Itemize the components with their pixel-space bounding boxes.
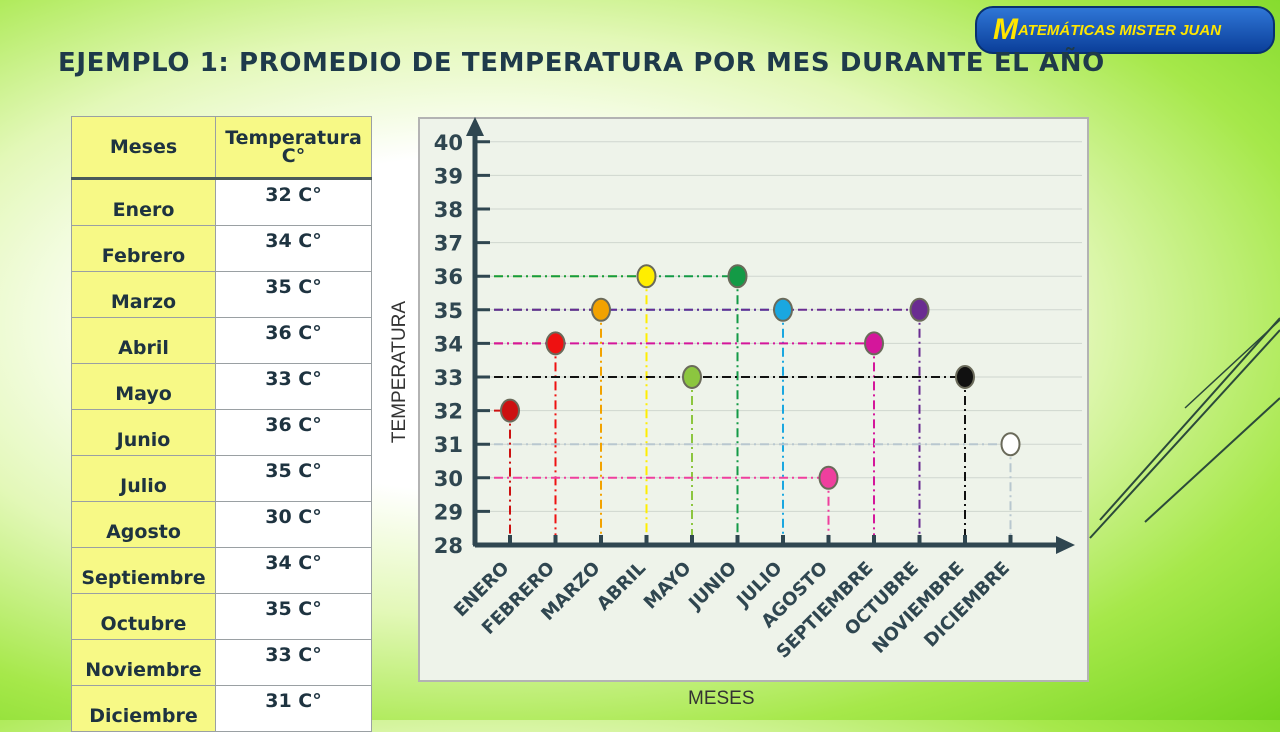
month-cell: Marzo [71,271,216,318]
table-row: Noviembre 33 C° [71,639,372,686]
data-point [682,365,702,389]
y-tick-label: 33 [434,366,463,390]
y-tick-label: 35 [434,299,463,323]
data-point [1000,432,1021,457]
y-tick-label: 38 [434,198,463,222]
logo-mark: M [993,13,1018,46]
month-cell: Junio [71,409,216,456]
x-axis-title: MESES [688,688,755,709]
x-axis-arrow [1056,536,1075,554]
y-tick-label: 37 [434,232,463,256]
data-point [864,331,884,356]
temperature-table: Meses Temperatura C° Enero 32 C° Febrero 3… [71,116,372,732]
brand-logo: M ATEMÁTICAS MISTER JUAN [975,6,1275,54]
data-point [818,465,839,490]
header-months: Meses [71,116,216,180]
page-title: EJEMPLO 1: PROMEDIO DE TEMPERATURA POR M… [58,48,1105,78]
y-tick-label: 28 [434,534,463,558]
chart-frame [418,117,1089,682]
data-point [500,398,520,423]
y-tick-label: 31 [434,433,463,457]
y-axis-arrow [466,117,484,136]
table-row: Julio 35 C° [71,455,372,502]
y-tick-label: 40 [434,131,463,155]
x-tick-label: ABRIL [593,558,650,615]
data-point [909,297,930,322]
month-cell: Febrero [71,225,216,272]
temp-cell: 35 C° [215,593,372,640]
table-row: Febrero 34 C° [71,225,372,272]
logo-text: ATEMÁTICAS MISTER JUAN [1018,21,1222,39]
table-row: Septiembre 34 C° [71,547,372,594]
y-tick-label: 32 [434,400,463,424]
month-cell: Octubre [71,593,216,640]
table-header-row: Meses Temperatura C° [71,116,372,180]
data-point [955,365,975,389]
x-tick-label: MAYO [640,558,696,614]
y-tick-label: 39 [434,164,463,188]
x-tick-label: JUNIO [683,558,741,616]
temp-cell: 30 C° [215,501,372,548]
y-tick-label: 30 [434,467,463,491]
data-point [773,297,793,322]
month-cell: Septiembre [71,547,216,594]
y-axis-title: TEMPERATURA [389,300,410,444]
y-tick-label: 29 [434,500,463,524]
header-temperature: Temperatura C° [215,116,372,180]
data-point [591,297,611,322]
month-cell: Julio [71,455,216,502]
table-row: Enero 32 C° [71,178,372,226]
month-cell: Enero [71,178,216,226]
temp-cell: 33 C° [215,639,372,686]
data-point [545,331,566,356]
data-point [636,264,657,289]
table-row: Octubre 35 C° [71,593,372,640]
data-point [727,264,748,289]
temp-cell: 32 C° [215,178,372,226]
temp-cell: 34 C° [215,547,372,594]
month-cell: Noviembre [71,639,216,686]
y-tick-label: 36 [434,265,463,289]
temp-cell: 36 C° [215,317,372,364]
y-tick-label: 34 [434,332,463,356]
month-cell: Mayo [71,363,216,410]
table-row: Mayo 33 C° [71,363,372,410]
